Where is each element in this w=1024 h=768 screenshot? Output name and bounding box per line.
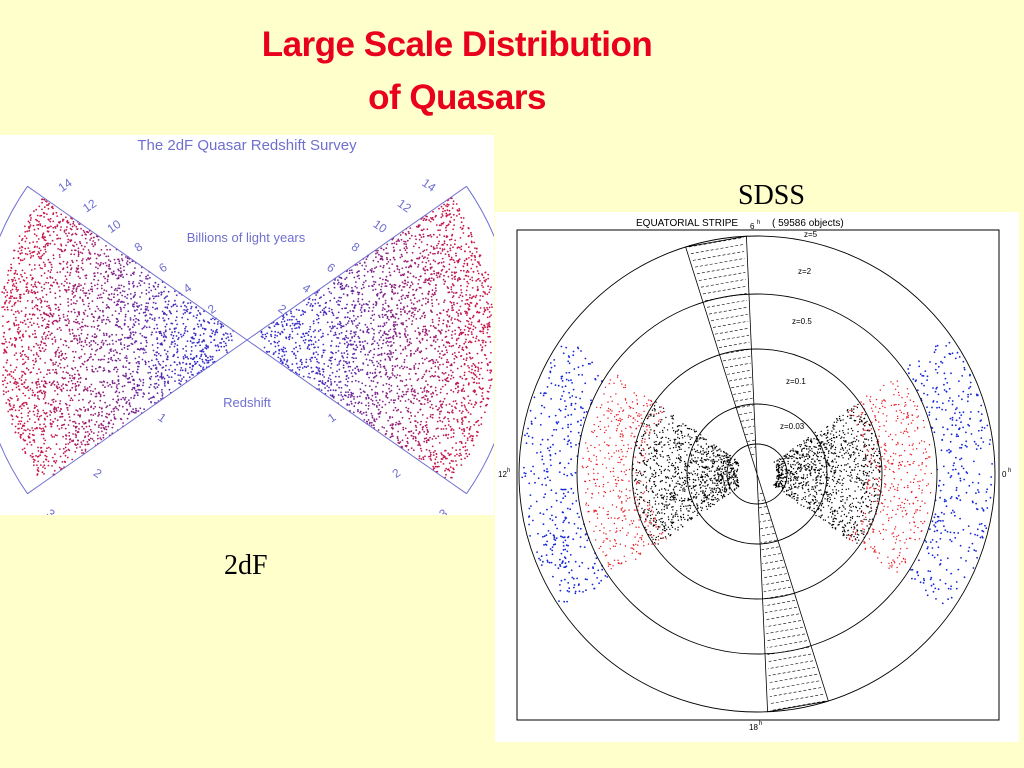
twodf-distance-axis-label: Billions of light years [187,230,306,245]
twodf-distance-tick: 2 [205,301,219,316]
sdss-ra-top-hour: 6 [750,222,755,231]
twodf-survey-plot: The 2dF Quasar Redshift Survey Billions … [0,137,516,522]
sdss-title: EQUATORIAL STRIPE [636,218,738,229]
sdss-ra-right-h: h [1008,468,1011,474]
twodf-redshift-tick: 1 [325,410,339,425]
slide-title-line1: Large Scale Distribution [261,25,653,64]
twodf-right-wedge-points [260,197,493,479]
caption-sdss: SDSS [738,180,805,211]
twodf-redshift-axis-label: Redshift [223,395,271,410]
twodf-distance-tick: 8 [349,239,363,254]
sdss-ring-label: z=0.03 [780,422,805,431]
sdss-ra-bottom-hour: 18 [749,723,758,732]
sdss-ring-label: z=0.5 [792,317,812,326]
twodf-title: The 2dF Quasar Redshift Survey [137,137,357,154]
sdss-object-count: ( 59586 objects) [772,218,844,229]
sdss-ra-left-h: h [507,468,510,474]
sdss-object-points [521,341,993,605]
twodf-distance-tick: 10 [371,217,390,236]
sdss-ra-left-hour: 12 [498,470,507,479]
twodf-redshift-tick: 3 [44,506,58,515]
twodf-distance-tick: 12 [395,196,414,215]
twodf-distance-tick: 10 [105,217,124,236]
sdss-ring-label: z=0.1 [786,377,806,386]
twodf-distance-tick: 8 [132,239,146,254]
sdss-equatorial-stripe-plot: EQUATORIAL STRIPE 6 h ( 59586 objects) z… [498,218,1011,732]
sdss-ring-label: z=2 [798,267,812,276]
sdss-ring-label: z=5 [804,230,818,239]
twodf-redshift-tick: 2 [390,465,404,480]
sdss-redshift-ring-labels: z=0.03 z=0.1 z=0.5 z=2 z=5 [780,230,818,431]
sdss-ra-bottom-h: h [759,721,762,727]
twodf-distance-tick: 14 [56,175,75,194]
twodf-distance-tick: 4 [181,280,195,295]
twodf-left-wedge-points [1,198,235,476]
twodf-redshift-tick: 2 [91,466,105,481]
sdss-frame-box [516,229,1000,721]
twodf-distance-tick: 12 [80,196,99,215]
twodf-panel: The 2dF Quasar Redshift Survey Billions … [0,135,516,522]
twodf-distance-tick: 4 [300,281,314,296]
sdss-ra-top-h: h [757,220,760,226]
slide-title-line2: of Quasars [368,78,546,117]
caption-2df: 2dF [224,550,268,581]
sdss-ra-right-hour: 0 [1002,470,1007,479]
sdss-unobserved-stripe [685,235,829,713]
sdss-panel: EQUATORIAL STRIPE 6 h ( 59586 objects) z… [495,212,1019,742]
twodf-distance-tick: 6 [156,260,170,275]
twodf-distance-tick: 14 [419,176,438,195]
twodf-redshift-tick: 1 [155,410,169,425]
twodf-redshift-tick: 3 [436,506,450,515]
sdss-redshift-rings [518,235,996,713]
twodf-distance-tick: 6 [324,260,338,275]
